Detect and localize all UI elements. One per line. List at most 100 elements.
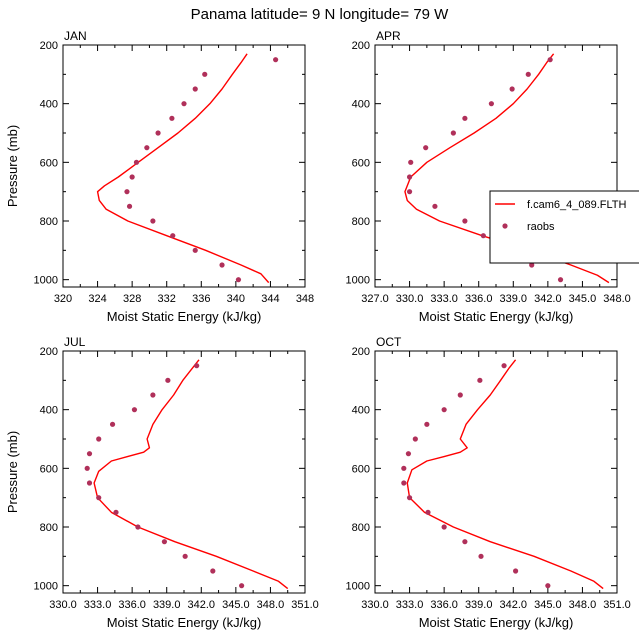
y-tick-label: 600 — [40, 157, 58, 169]
obs-point — [161, 539, 168, 545]
obs-point — [462, 539, 468, 545]
obs-point — [406, 174, 413, 180]
obs-point — [181, 101, 187, 107]
y-tick-label: 200 — [352, 40, 370, 52]
obs-point — [131, 407, 138, 413]
x-tick-label: 339.0 — [153, 599, 181, 611]
obs-point — [462, 218, 468, 224]
panels: JAN 320 324 328 332 336 340 344 348 200 400 600 800 1… — [5, 29, 631, 630]
obs-point — [170, 233, 176, 239]
obs-point — [124, 189, 130, 195]
obs-point — [450, 130, 456, 136]
x-tick-label: 332 — [158, 293, 176, 305]
x-tick-label: 345.0 — [569, 293, 597, 305]
x-axis-label: Moist Static Energy (kJ/kg) — [107, 309, 262, 324]
x-tick-label: 351.0 — [603, 599, 631, 611]
x-tick-label: 342.0 — [534, 293, 562, 305]
x-axis-label: Moist Static Energy (kJ/kg) — [419, 615, 574, 630]
obs-point — [129, 174, 135, 180]
x-tick-label: 333.0 — [430, 293, 458, 305]
obs-point — [406, 189, 413, 195]
obs-point — [202, 71, 208, 77]
y-tick-label: 800 — [40, 216, 58, 228]
obs-point — [425, 509, 431, 515]
obs-point — [477, 377, 483, 383]
obs-point — [96, 436, 102, 442]
legend-entry-label: raobs — [527, 221, 555, 233]
x-tick-label: 348 — [296, 293, 314, 305]
x-tick-label: 351.0 — [291, 599, 319, 611]
obs-point — [424, 421, 430, 427]
obs-point — [86, 451, 93, 457]
obs-point — [86, 480, 93, 486]
obs-point — [155, 130, 161, 136]
series-line-model — [406, 359, 604, 590]
obs-point — [529, 262, 535, 268]
y-tick-label: 1000 — [346, 275, 370, 287]
x-tick-label: 333.0 — [84, 599, 112, 611]
obs-point — [169, 115, 175, 121]
y-tick-label: 200 — [40, 346, 58, 358]
x-tick-label: 345.0 — [534, 599, 562, 611]
obs-point — [210, 568, 216, 574]
panel-title: JUL — [64, 335, 86, 349]
panel-title: OCT — [376, 335, 402, 349]
y-tick-label: 800 — [40, 522, 58, 534]
obs-point — [96, 495, 102, 501]
obs-point — [113, 509, 119, 515]
obs-point — [109, 421, 116, 427]
obs-point — [478, 553, 484, 559]
panel-oct: OCT 330.0 333.0 336.0 339.0 342.0 345.0 348.0 35… — [346, 335, 631, 630]
obs-point — [182, 553, 188, 559]
obs-point — [545, 583, 551, 589]
x-tick-label: 344 — [261, 293, 279, 305]
series-line-model — [93, 359, 289, 590]
obs-point — [192, 86, 198, 92]
y-tick-label: 600 — [352, 463, 370, 475]
x-axis-label: Moist Static Energy (kJ/kg) — [107, 615, 262, 630]
x-tick-label: 324 — [88, 293, 106, 305]
obs-point — [239, 583, 245, 589]
y-tick-label: 400 — [40, 99, 58, 111]
obs-point — [441, 524, 447, 530]
x-tick-label: 339.0 — [465, 599, 493, 611]
y-tick-label: 400 — [40, 405, 58, 417]
panel-jan: JAN 320 324 328 332 336 340 344 348 200 400 600 800 1… — [5, 29, 314, 324]
x-tick-label: 336.0 — [430, 599, 458, 611]
obs-point — [457, 392, 463, 398]
obs-point — [219, 262, 225, 268]
obs-point — [462, 115, 468, 121]
x-tick-label: 327.0 — [361, 293, 389, 305]
x-tick-label: 345.0 — [222, 599, 250, 611]
y-tick-label: 400 — [352, 405, 370, 417]
obs-point — [512, 568, 519, 574]
series-line-model — [96, 53, 270, 284]
x-axis-label: Moist Static Energy (kJ/kg) — [419, 309, 574, 324]
y-tick-label: 600 — [352, 157, 370, 169]
obs-point — [501, 363, 507, 369]
x-tick-label: 320 — [54, 293, 72, 305]
obs-point — [408, 159, 414, 165]
obs-point — [235, 277, 242, 283]
y-tick-label: 400 — [352, 99, 370, 111]
obs-point — [509, 86, 515, 92]
x-tick-label: 333.0 — [396, 599, 424, 611]
obs-point — [401, 465, 407, 471]
x-tick-label: 348.0 — [569, 599, 597, 611]
x-tick-label: 348.0 — [603, 293, 631, 305]
x-tick-label: 340 — [227, 293, 245, 305]
x-tick-label: 330.0 — [361, 599, 389, 611]
y-tick-label: 200 — [352, 346, 370, 358]
obs-point — [84, 465, 90, 471]
obs-point — [192, 247, 198, 253]
y-tick-label: 1000 — [34, 275, 58, 287]
obs-point — [165, 377, 171, 383]
x-tick-label: 348.0 — [257, 599, 285, 611]
legend-box — [489, 190, 639, 264]
y-tick-label: 800 — [352, 522, 370, 534]
obs-point — [525, 71, 531, 77]
y-tick-label: 1000 — [34, 581, 58, 593]
obs-point — [557, 277, 564, 283]
obs-point — [133, 159, 140, 165]
